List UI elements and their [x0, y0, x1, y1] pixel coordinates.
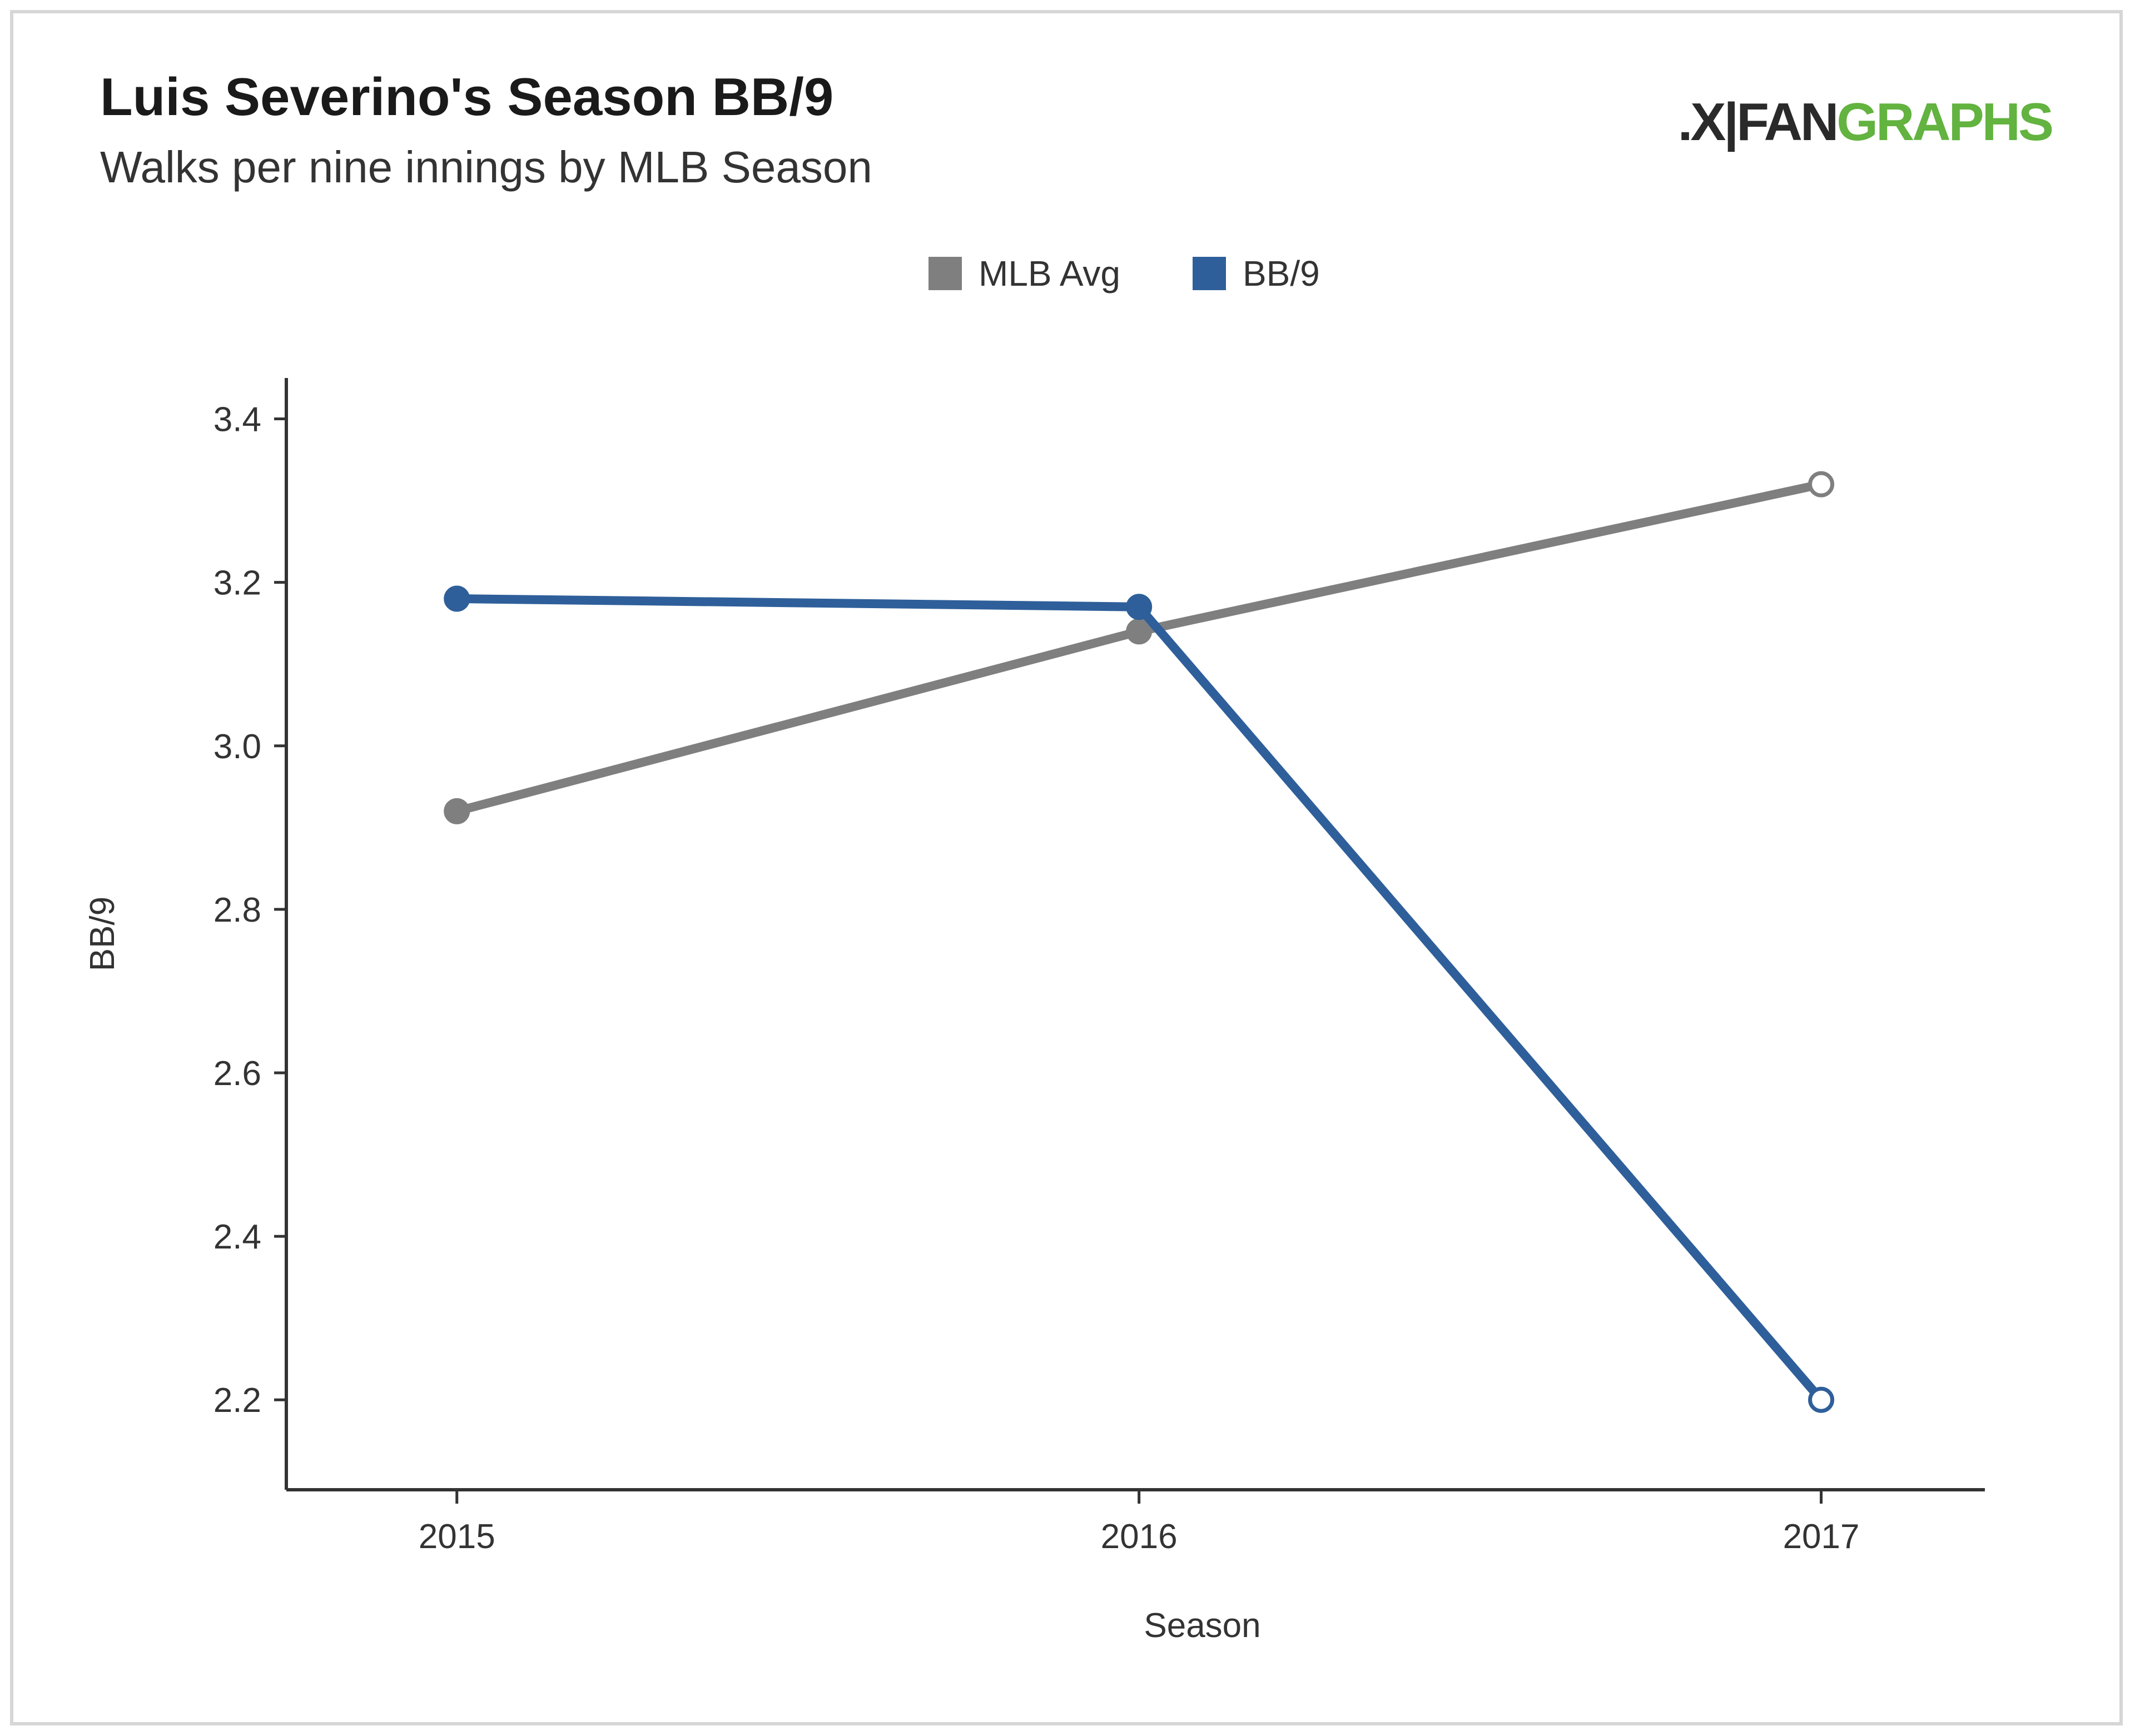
logo-mark: .X| — [1677, 92, 1739, 152]
chart-frame — [10, 10, 2123, 1725]
data-point-mlb-avg — [444, 798, 470, 824]
data-point-mlb-avg — [1126, 618, 1153, 645]
y-tick-label: 2.6 — [214, 1054, 261, 1093]
chart-title: Luis Severino's Season BB/9 — [100, 67, 834, 127]
x-tick-label: 2015 — [419, 1518, 495, 1556]
legend-swatch-bb9 — [1192, 257, 1226, 290]
legend-swatch-mlb-avg — [929, 257, 962, 290]
fangraphs-logo: .X|FANGRAPHS — [1677, 92, 2054, 153]
series-line-mlb-avg — [452, 480, 1826, 816]
chart-subtitle: Walks per nine innings by MLB Season — [100, 142, 872, 192]
legend-label-mlb-avg: MLB Avg — [979, 253, 1120, 294]
y-tick-label: 2.8 — [214, 891, 261, 929]
y-tick-label: 3.4 — [214, 401, 261, 439]
legend-item-mlb-avg: MLB Avg — [929, 253, 1120, 294]
x-axis-title: Season — [1144, 1606, 1260, 1645]
x-tick-label: 2016 — [1101, 1518, 1178, 1556]
y-tick-label: 2.4 — [214, 1218, 261, 1256]
y-tick-label: 2.2 — [214, 1381, 261, 1420]
legend-label-bb9: BB/9 — [1242, 253, 1320, 294]
y-axis-title: BB/9 — [83, 897, 122, 971]
logo-graphs-text: GRAPHS — [1836, 92, 2054, 152]
logo-fan-text: FAN — [1736, 92, 1839, 152]
y-tick-label: 3.2 — [214, 564, 261, 603]
data-point-bb-9 — [1808, 1386, 1835, 1413]
series-line-bb-9 — [452, 594, 1826, 1405]
y-tick-label: 3.0 — [214, 728, 261, 766]
data-point-bb-9 — [1126, 594, 1153, 620]
data-point-bb-9 — [444, 585, 470, 612]
data-point-mlb-avg — [1808, 471, 1835, 498]
legend-item-bb9: BB/9 — [1192, 253, 1320, 294]
chart-legend: MLB Avg BB/9 — [929, 253, 1392, 294]
x-tick-label: 2017 — [1783, 1518, 1860, 1556]
